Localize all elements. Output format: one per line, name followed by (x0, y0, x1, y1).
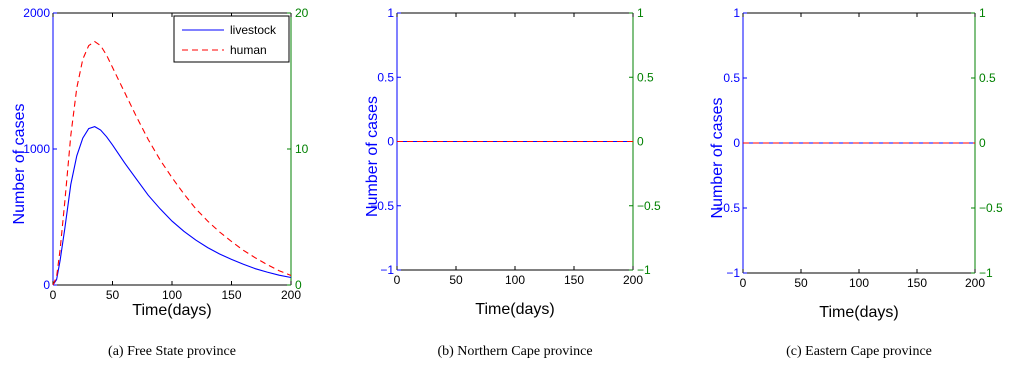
y-tick-label-left: 2000 (23, 6, 50, 20)
x-tick-label: 200 (623, 273, 643, 287)
legend: livestock human (173, 15, 290, 63)
chart-panel-2: 0 50 100 150 200−1−0.500.51−1−0.500.51Time(d… (364, 6, 661, 359)
series-line-livestock (52, 126, 292, 286)
y-tick-label-left: 1 (387, 6, 394, 20)
x-tick-label: 150 (907, 276, 927, 290)
y-tick-label-right: 1 (979, 6, 986, 20)
series-line-human (52, 40, 292, 286)
y-tick-label-right: 0 (295, 278, 302, 292)
x-axis-label: Time(days) (819, 304, 898, 321)
y-tick-label-right: −0.5 (979, 201, 1003, 215)
legend-label-livestock: livestock (230, 23, 277, 37)
y-axis-label: Number of cases (11, 104, 28, 225)
y-tick-label-right: 0 (637, 135, 644, 149)
x-tick-label: 0 (50, 288, 57, 302)
x-tick-label: 200 (281, 288, 301, 302)
x-tick-label: 200 (965, 276, 985, 290)
y-tick-label-right: 1 (637, 6, 644, 20)
x-axis-label: Time(days) (475, 301, 554, 318)
y-tick-label-right: 20 (295, 6, 309, 20)
x-tick-label: 100 (162, 288, 182, 302)
x-tick-label: 50 (794, 276, 808, 290)
legend-label-human: human (230, 43, 267, 57)
x-tick-label: 100 (849, 276, 869, 290)
y-tick-label-left: −1 (726, 266, 740, 280)
x-tick-label: 50 (106, 288, 120, 302)
y-tick-label-left: 1000 (23, 142, 50, 156)
y-tick-label-left: −1 (380, 263, 394, 277)
x-tick-label: 0 (394, 273, 401, 287)
chart-panel-1: 0 50 100 150 20001000200001020livestockhuman… (11, 6, 309, 359)
y-tick-label-right: 0.5 (979, 71, 996, 85)
x-tick-label: 100 (505, 273, 525, 287)
y-axis-label: Number of cases (364, 96, 381, 217)
x-tick-label: 0 (740, 276, 747, 290)
y-tick-label-right: −1 (637, 263, 651, 277)
x-axis-label: Time(days) (132, 302, 211, 319)
x-tick-label: 150 (564, 273, 584, 287)
y-tick-label-right: 0.5 (637, 70, 654, 84)
y-tick-label-left: 0.5 (377, 70, 394, 84)
y-tick-label-right: −1 (979, 266, 993, 280)
chart-panel-3: 0 50 100 150 200−1−0.500.51−1−0.500.51Time(d… (709, 6, 1003, 359)
legend-box (173, 15, 290, 63)
panel-caption: (a) Free State province (108, 344, 236, 359)
y-tick-label-right: 0 (979, 136, 986, 150)
y-tick-label-right: 10 (295, 142, 309, 156)
y-tick-label-left: 1 (733, 6, 740, 20)
y-axis-label: Number of cases (709, 98, 726, 219)
y-tick-label-left: −0.5 (716, 201, 740, 215)
panel-caption: (b) Northern Cape province (437, 344, 592, 359)
y-tick-label-left: 0.5 (723, 71, 740, 85)
x-tick-label: 50 (449, 273, 463, 287)
y-tick-label-left: 0 (43, 278, 50, 292)
panel-caption: (c) Eastern Cape province (786, 344, 932, 359)
y-tick-label-left: 0 (387, 135, 394, 149)
y-tick-label-left: 0 (733, 136, 740, 150)
x-tick-label: 150 (221, 288, 241, 302)
y-tick-label-left: −0.5 (370, 199, 394, 213)
y-tick-label-right: −0.5 (637, 199, 661, 213)
